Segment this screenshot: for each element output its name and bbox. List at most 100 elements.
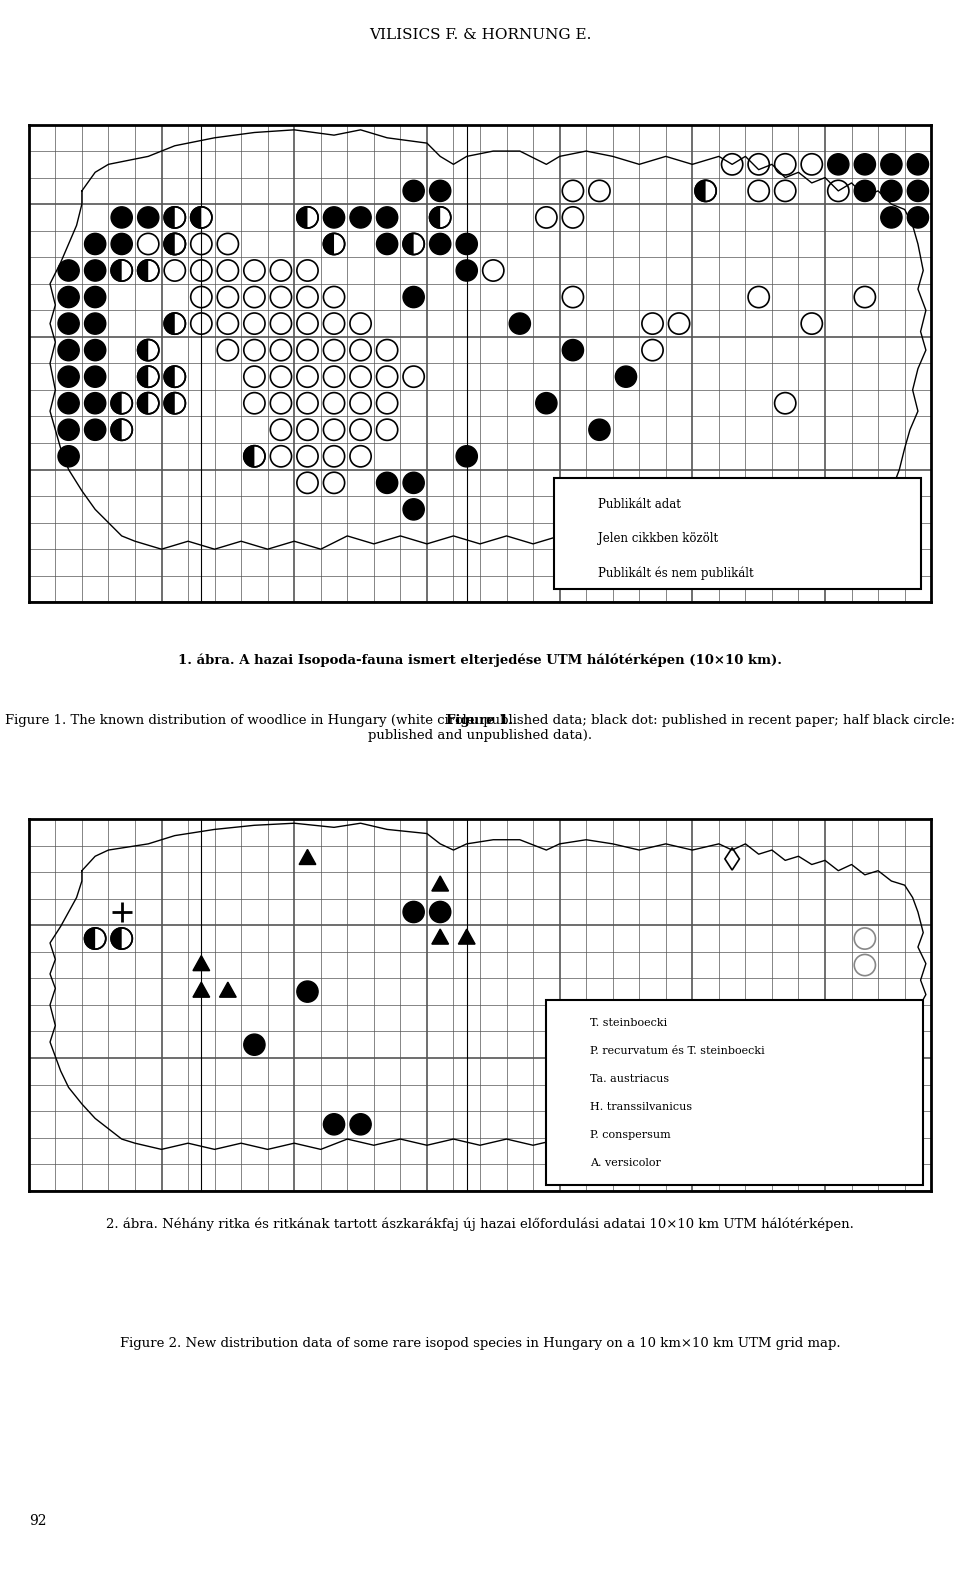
Text: 92: 92: [29, 1514, 46, 1528]
Circle shape: [563, 340, 584, 360]
Text: A. versicolor: A. versicolor: [590, 1158, 661, 1168]
Circle shape: [376, 207, 397, 228]
Circle shape: [324, 207, 345, 228]
Circle shape: [297, 981, 318, 1002]
Text: 2. ábra. Néhány ritka és ritkának tartott ászkarákfaj új hazai előfordulási adat: 2. ábra. Néhány ritka és ritkának tartot…: [106, 1217, 854, 1231]
Circle shape: [58, 446, 80, 468]
Wedge shape: [695, 180, 706, 202]
Wedge shape: [137, 367, 148, 387]
Circle shape: [615, 367, 636, 387]
Circle shape: [403, 499, 424, 520]
Circle shape: [58, 340, 80, 360]
Circle shape: [403, 901, 424, 923]
Circle shape: [536, 392, 557, 414]
Text: Figure 1. The known distribution of woodlice in Hungary (white circle: published: Figure 1. The known distribution of wood…: [5, 714, 955, 741]
Wedge shape: [164, 207, 175, 228]
Circle shape: [244, 1033, 265, 1055]
Text: Ta. austriacus: Ta. austriacus: [590, 1074, 669, 1084]
Wedge shape: [429, 207, 441, 228]
Wedge shape: [244, 446, 254, 468]
Circle shape: [403, 286, 424, 308]
Circle shape: [58, 286, 80, 308]
Circle shape: [137, 392, 158, 414]
Text: Publikált adat: Publikált adat: [598, 498, 681, 510]
Circle shape: [137, 259, 158, 281]
Circle shape: [568, 564, 588, 583]
Text: Figure 2. New distribution data of some rare isopod species in Hungary on a 10 k: Figure 2. New distribution data of some …: [120, 1337, 840, 1349]
Circle shape: [561, 1041, 580, 1060]
Circle shape: [84, 286, 106, 308]
Circle shape: [324, 1114, 345, 1134]
Circle shape: [403, 472, 424, 493]
Circle shape: [111, 392, 132, 414]
Circle shape: [111, 259, 132, 281]
Wedge shape: [164, 392, 175, 414]
Circle shape: [164, 313, 185, 335]
Circle shape: [429, 207, 451, 228]
FancyBboxPatch shape: [554, 477, 921, 589]
Circle shape: [164, 207, 185, 228]
Circle shape: [695, 180, 716, 202]
Circle shape: [84, 367, 106, 387]
Wedge shape: [561, 1041, 570, 1060]
Circle shape: [324, 234, 345, 254]
Circle shape: [84, 340, 106, 360]
Circle shape: [429, 180, 451, 202]
Circle shape: [84, 927, 106, 950]
Text: T. steinboecki: T. steinboecki: [590, 1019, 667, 1029]
Circle shape: [907, 153, 928, 175]
Circle shape: [509, 313, 531, 335]
Circle shape: [350, 1114, 372, 1134]
Text: H. transsilvanicus: H. transsilvanicus: [590, 1103, 692, 1112]
Circle shape: [137, 340, 158, 360]
Circle shape: [137, 207, 158, 228]
Wedge shape: [568, 564, 578, 583]
Circle shape: [58, 313, 80, 335]
Circle shape: [164, 392, 185, 414]
Text: P. recurvatum és T. steinboecki: P. recurvatum és T. steinboecki: [590, 1046, 765, 1057]
Circle shape: [111, 234, 132, 254]
Circle shape: [376, 234, 397, 254]
Polygon shape: [193, 983, 209, 997]
Circle shape: [403, 180, 424, 202]
Circle shape: [111, 419, 132, 441]
Circle shape: [403, 234, 424, 254]
Wedge shape: [164, 367, 175, 387]
Wedge shape: [111, 419, 122, 441]
Polygon shape: [300, 850, 316, 864]
Circle shape: [58, 392, 80, 414]
Circle shape: [350, 207, 372, 228]
Circle shape: [111, 927, 132, 950]
Polygon shape: [405, 902, 422, 918]
Text: Publikált és nem publikált: Publikált és nem publikált: [598, 566, 754, 580]
Circle shape: [854, 180, 876, 202]
Circle shape: [84, 234, 106, 254]
Polygon shape: [193, 956, 209, 970]
Circle shape: [568, 529, 588, 548]
Wedge shape: [111, 392, 122, 414]
Circle shape: [561, 1014, 580, 1033]
Circle shape: [588, 419, 610, 441]
Wedge shape: [137, 392, 148, 414]
Circle shape: [84, 392, 106, 414]
Text: Jelen cikkben közölt: Jelen cikkben közölt: [598, 532, 718, 545]
Circle shape: [429, 901, 451, 923]
Circle shape: [880, 153, 902, 175]
Text: Figure 1.: Figure 1.: [446, 714, 514, 727]
Circle shape: [111, 207, 132, 228]
Circle shape: [907, 180, 928, 202]
Circle shape: [58, 259, 80, 281]
Circle shape: [297, 207, 318, 228]
Wedge shape: [111, 927, 122, 950]
Circle shape: [456, 234, 477, 254]
Polygon shape: [432, 875, 448, 891]
Circle shape: [456, 446, 477, 468]
Polygon shape: [458, 929, 475, 945]
Circle shape: [164, 367, 185, 387]
Circle shape: [137, 367, 158, 387]
Circle shape: [58, 367, 80, 387]
Wedge shape: [164, 234, 175, 254]
Wedge shape: [137, 259, 148, 281]
Wedge shape: [137, 340, 148, 360]
Circle shape: [907, 207, 928, 228]
